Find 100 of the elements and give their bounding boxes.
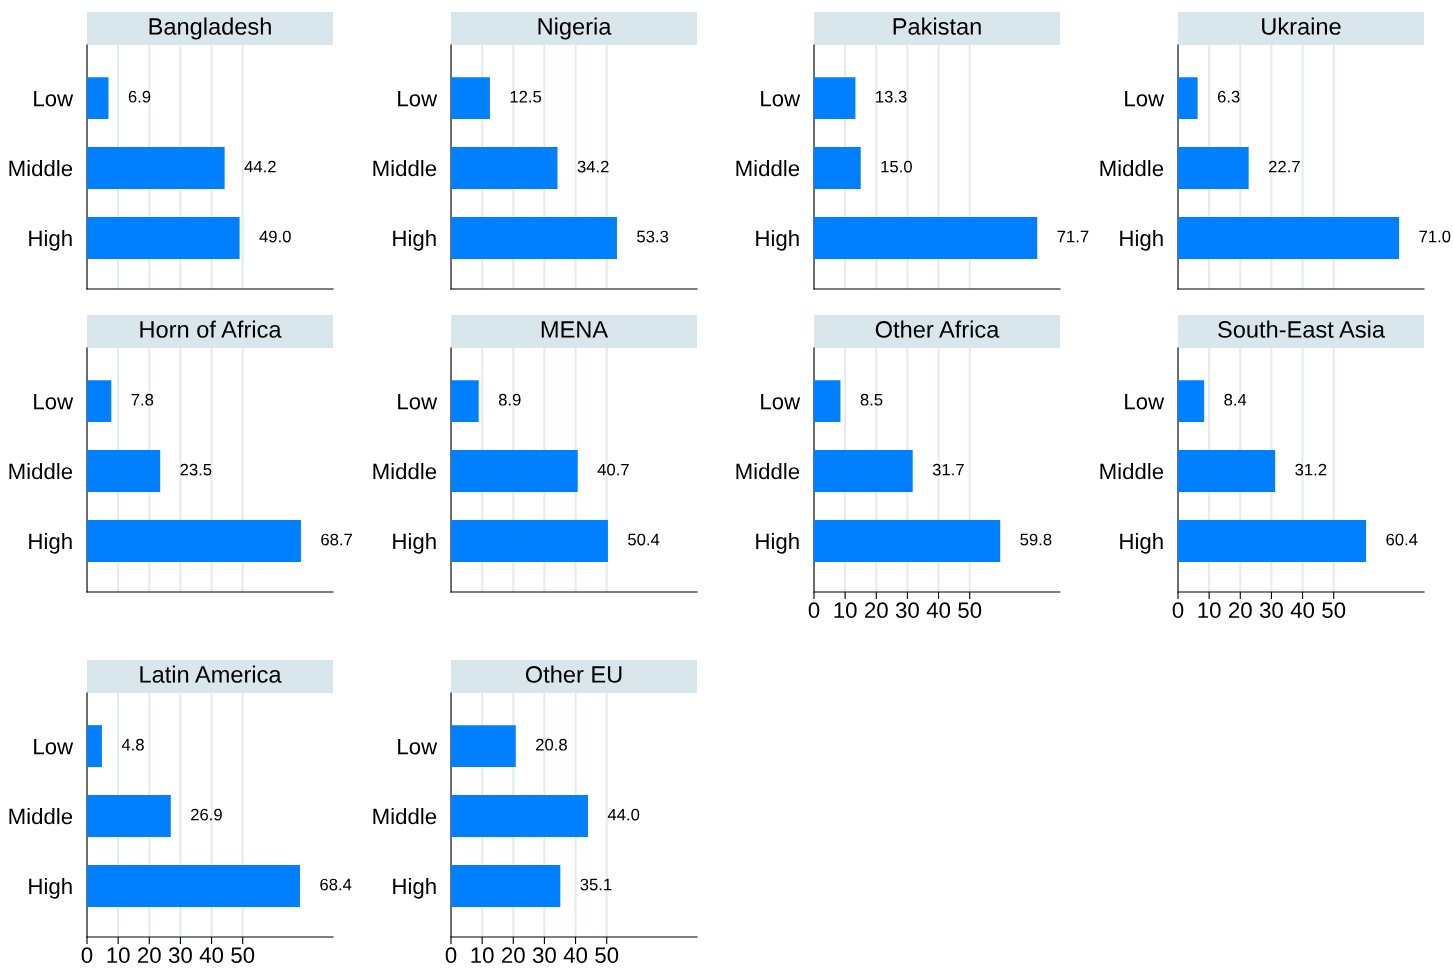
data-label: 50.4 xyxy=(628,533,660,546)
data-label: 31.2 xyxy=(1295,463,1327,476)
y-tick-label: Middle xyxy=(9,808,73,825)
x-tick-label: 50 xyxy=(958,602,982,619)
x-tick-label: 10 xyxy=(471,947,494,964)
x-tick-label: 10 xyxy=(107,947,130,964)
bar xyxy=(451,795,589,838)
x-tick-label: 20 xyxy=(865,602,888,619)
data-label: 6.9 xyxy=(128,90,151,103)
y-tick-label: High xyxy=(1120,229,1163,251)
bar xyxy=(87,795,171,838)
y-tick-label: Middle xyxy=(1100,463,1164,480)
y-tick-label: Low xyxy=(1125,393,1165,410)
y-tick-label: High xyxy=(393,877,436,899)
y-tick-label: Low xyxy=(761,393,801,410)
bar xyxy=(451,864,561,907)
data-label: 8.9 xyxy=(498,393,521,406)
bar xyxy=(814,519,1001,562)
x-tick-label: 20 xyxy=(1229,602,1252,619)
x-tick-label: 10 xyxy=(834,602,857,619)
y-tick-label: Low xyxy=(398,393,438,410)
chart-title: South-East Asia xyxy=(1218,320,1385,338)
bar xyxy=(451,725,516,768)
y-tick-label: High xyxy=(393,532,436,554)
bar xyxy=(814,450,913,493)
y-tick-label: Low xyxy=(34,90,74,107)
y-tick-label: Low xyxy=(761,90,801,107)
x-tick-label: 30 xyxy=(895,602,919,619)
data-label: 71.0 xyxy=(1419,230,1451,243)
data-label: 68.7 xyxy=(321,533,352,546)
x-tick-label: 40 xyxy=(926,602,951,619)
x-tick-label: 40 xyxy=(199,947,224,964)
y-tick-label: Middle xyxy=(736,160,800,177)
chart-title: Ukraine xyxy=(1262,17,1341,35)
x-tick-label: 40 xyxy=(563,947,588,964)
y-tick-label: High xyxy=(1120,532,1163,554)
data-label: 12.5 xyxy=(510,90,542,103)
chart-title: Pakistan xyxy=(893,17,981,35)
data-label: 60.4 xyxy=(1386,533,1418,546)
x-tick-label: 20 xyxy=(138,947,161,964)
x-tick-label: 0 xyxy=(445,947,457,964)
data-label: 71.7 xyxy=(1057,230,1089,243)
y-tick-label: Middle xyxy=(736,463,800,480)
data-label: 8.5 xyxy=(860,393,883,406)
x-tick-label: 0 xyxy=(81,947,93,964)
y-tick-label: Middle xyxy=(373,463,437,480)
data-label: 26.9 xyxy=(191,808,222,821)
y-tick-label: Low xyxy=(34,393,74,410)
x-tick-label: 0 xyxy=(1172,602,1184,619)
chart-title: Bangladesh xyxy=(149,17,271,40)
data-label: 40.7 xyxy=(597,463,629,476)
data-label: 6.3 xyxy=(1217,90,1240,103)
data-label: 35.1 xyxy=(580,878,612,891)
chart-title: Other Africa xyxy=(875,320,1000,338)
x-tick-label: 10 xyxy=(1198,602,1221,619)
data-label: 31.7 xyxy=(932,463,964,476)
y-tick-label: High xyxy=(29,877,72,899)
chart-title: Other EU xyxy=(525,665,622,683)
x-tick-label: 0 xyxy=(808,602,820,619)
x-tick-label: 30 xyxy=(1259,602,1283,619)
chart-title: MENA xyxy=(541,321,609,338)
data-label: 8.4 xyxy=(1224,393,1247,406)
y-tick-label: Middle xyxy=(9,463,73,480)
data-label: 23.5 xyxy=(180,463,212,476)
bar xyxy=(87,725,102,768)
y-tick-label: Low xyxy=(398,90,438,107)
y-tick-label: High xyxy=(393,229,436,251)
y-tick-label: Middle xyxy=(1100,160,1164,177)
chart-title: Latin America xyxy=(140,665,282,683)
x-tick-label: 50 xyxy=(595,947,619,964)
y-tick-label: Middle xyxy=(9,160,73,177)
x-tick-label: 50 xyxy=(231,947,255,964)
y-tick-label: Low xyxy=(34,738,74,755)
y-tick-label: Middle xyxy=(373,160,437,177)
y-tick-label: High xyxy=(756,532,799,554)
chart-title: Nigeria xyxy=(538,17,612,40)
data-label: 49.0 xyxy=(259,230,291,243)
data-label: 13.3 xyxy=(876,90,907,103)
x-tick-label: 50 xyxy=(1322,602,1346,619)
data-label: 53.3 xyxy=(637,230,669,243)
x-tick-label: 30 xyxy=(168,947,192,964)
y-tick-label: Low xyxy=(398,738,438,755)
bar xyxy=(1178,380,1205,423)
y-tick-label: Middle xyxy=(373,808,437,825)
y-tick-label: High xyxy=(756,229,799,251)
bar xyxy=(1178,450,1276,493)
data-label: 44.0 xyxy=(607,808,640,821)
data-label: 22.7 xyxy=(1268,160,1300,173)
x-tick-label: 20 xyxy=(502,947,525,964)
bar xyxy=(814,380,841,423)
data-label: 34.2 xyxy=(577,160,609,173)
data-label: 20.8 xyxy=(536,738,567,751)
data-label: 4.8 xyxy=(121,738,144,751)
bar xyxy=(1178,519,1367,562)
y-tick-label: High xyxy=(29,532,72,554)
x-tick-label: 30 xyxy=(532,947,556,964)
data-label: 68.4 xyxy=(320,878,352,891)
bar xyxy=(87,864,300,907)
chart-title: Horn of Africa xyxy=(140,320,282,338)
data-label: 59.8 xyxy=(1020,533,1052,546)
